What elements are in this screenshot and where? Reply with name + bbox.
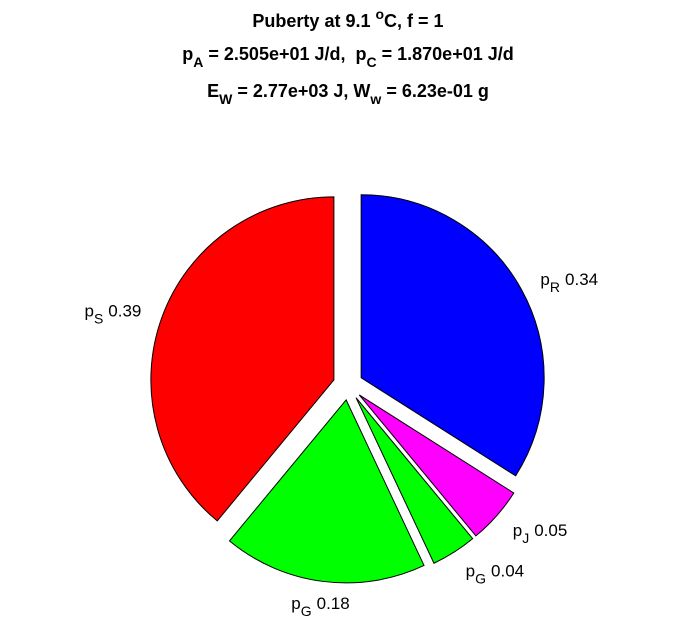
title-run: Puberty at 9.1 xyxy=(252,11,375,31)
label-symbol: p xyxy=(513,521,522,540)
slice-label: pR 0.34 xyxy=(540,270,598,295)
label-subscript: R xyxy=(550,279,560,295)
label-symbol: p xyxy=(540,270,549,289)
title-run: p xyxy=(182,44,193,64)
title-run: = 1.870e+01 J/d xyxy=(377,44,514,64)
label-value: 0.04 xyxy=(491,561,524,580)
title-run: = 2.77e+03 J, W xyxy=(232,81,370,101)
label-symbol: p xyxy=(291,594,300,613)
title-run: E xyxy=(207,81,219,101)
label-value: 0.34 xyxy=(565,270,598,289)
title-run: = 2.505e+01 J/d, p xyxy=(203,44,366,64)
label-subscript: G xyxy=(301,603,312,618)
label-subscript: J xyxy=(522,530,529,546)
slice-label: pS 0.39 xyxy=(84,302,141,327)
slice-label: pG 0.04 xyxy=(466,561,524,586)
label-subscript: G xyxy=(475,570,486,586)
slice-label: pJ 0.05 xyxy=(513,521,568,546)
label-value: 0.05 xyxy=(534,521,567,540)
title-run: w xyxy=(369,91,381,107)
title-run: W xyxy=(219,91,233,107)
slice-label: pG 0.18 xyxy=(291,594,349,618)
label-symbol: p xyxy=(466,561,475,580)
title-run: o xyxy=(375,6,384,22)
title-run: C xyxy=(367,54,377,70)
title-run: C, f = 1 xyxy=(384,11,444,31)
pie-slice xyxy=(355,397,474,564)
title-run: = 6.23e-01 g xyxy=(381,81,489,101)
title-line: EW = 2.77e+03 J, Ww = 6.23e-01 g xyxy=(207,81,489,107)
label-value: 0.18 xyxy=(317,594,350,613)
label-value: 0.39 xyxy=(108,302,141,321)
pie-slice xyxy=(150,196,335,522)
pie-slice xyxy=(358,394,515,537)
pie-slice xyxy=(360,194,545,477)
label-subscript: S xyxy=(94,311,103,327)
title-line: Puberty at 9.1 oC, f = 1 xyxy=(252,6,443,31)
title-run: A xyxy=(193,54,203,70)
label-symbol: p xyxy=(84,302,93,321)
title-line: pA = 2.505e+01 J/d, pC = 1.870e+01 J/d xyxy=(182,44,513,70)
pie-slice xyxy=(228,398,425,584)
